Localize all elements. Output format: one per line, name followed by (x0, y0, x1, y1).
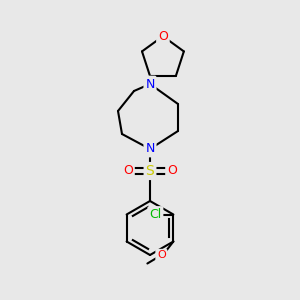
Text: O: O (157, 250, 166, 260)
Text: N: N (145, 142, 155, 155)
Text: O: O (158, 30, 168, 43)
Text: N: N (145, 77, 155, 91)
Text: S: S (146, 164, 154, 178)
Text: O: O (167, 164, 177, 178)
Text: Cl: Cl (149, 208, 161, 221)
Text: O: O (123, 164, 133, 178)
